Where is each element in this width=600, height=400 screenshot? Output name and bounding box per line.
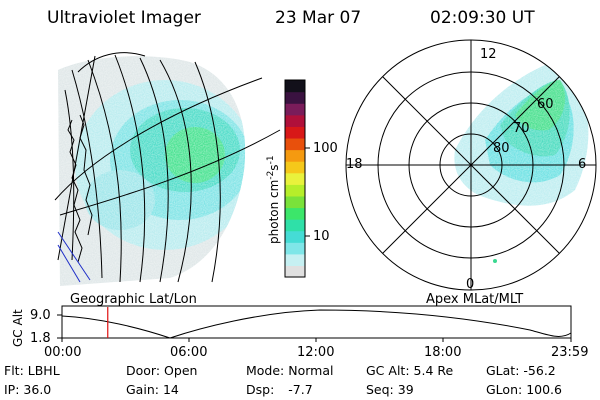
colorbar-band (285, 253, 305, 267)
mlt-label-18: 18 (346, 157, 363, 172)
observation-time: 02:09:30 UT (430, 8, 535, 28)
left-panel-label: Geographic Lat/Lon (70, 292, 197, 307)
instrument-title: Ultraviolet Imager (47, 8, 201, 28)
status-mode: Mode: Normal (246, 363, 334, 378)
colorbar-frame (284, 79, 306, 278)
colorbar-band (285, 91, 305, 104)
status-filter: Flt: LBHL (4, 363, 60, 378)
geographic-grid (54, 52, 281, 283)
status-seq: Seq: 39 (366, 382, 414, 397)
colorbar-tick-label-10: 10 (313, 229, 330, 244)
status-glat: GLat: -56.2 (486, 363, 556, 378)
colorbar-band (285, 242, 305, 255)
polar-grid (345, 39, 597, 291)
status-ip: IP: 36.0 (4, 382, 52, 397)
timeline-ytick-label-1-8: 1.8 (30, 331, 51, 346)
geographic-frame-lines (57, 231, 91, 283)
colorbar-band (285, 114, 305, 127)
status-door: Door: Open (126, 363, 198, 378)
colorbar-tick-label-100: 100 (313, 141, 338, 156)
status-gc-alt: GC Alt: 5.4 Re (366, 363, 454, 378)
colorbar-band (285, 126, 305, 139)
timeline-xtick-2359: 23:59 (551, 345, 589, 360)
colorbar-band (285, 172, 305, 185)
timeline-xtick-1200: 12:00 (297, 345, 335, 360)
observation-date: 23 Mar 07 (275, 8, 362, 28)
mlat-label-70: 70 (513, 121, 530, 136)
right-panel-label: Apex MLat/MLT (426, 292, 524, 307)
timeline-y-axis-label: GC Alt (11, 309, 25, 347)
colorbar-band (285, 149, 305, 162)
colorbar-band (285, 80, 305, 93)
status-glon: GLon: 100.6 (486, 382, 562, 397)
coastline (67, 114, 93, 263)
timeline-xtick-0600: 06:00 (170, 345, 208, 360)
colorbar-band (285, 103, 305, 116)
status-gain: Gain: 14 (126, 382, 179, 397)
colorbar-band (285, 184, 305, 197)
status-dsp: Dsp: -7.7 (246, 382, 313, 397)
mlt-label-12: 12 (480, 47, 497, 62)
timeline-xtick-0000: 00:00 (44, 345, 82, 360)
timeline-xtick-1800: 18:00 (424, 345, 462, 360)
geographic-emission-map (58, 56, 246, 286)
colorbar-band (285, 219, 305, 232)
colorbar-band (285, 207, 305, 220)
altitude-curve (61, 309, 572, 339)
timeline-ytick-label-9: 9.0 (30, 308, 51, 323)
timeline-frame (61, 305, 572, 339)
mlat-label-60: 60 (537, 97, 554, 112)
colorbar-band (285, 265, 305, 278)
mlat-label-80: 80 (493, 141, 510, 156)
colorbar-band (285, 137, 305, 151)
mlt-label-6: 6 (578, 157, 587, 172)
colorbar-band (285, 195, 305, 209)
colorbar-band (285, 161, 305, 174)
colorbar-band (285, 230, 305, 243)
mlt-label-0: 0 (466, 277, 475, 292)
polar-emission-map (454, 65, 589, 263)
timeline-xticks (61, 338, 572, 342)
colorbar-gradient (285, 80, 305, 278)
